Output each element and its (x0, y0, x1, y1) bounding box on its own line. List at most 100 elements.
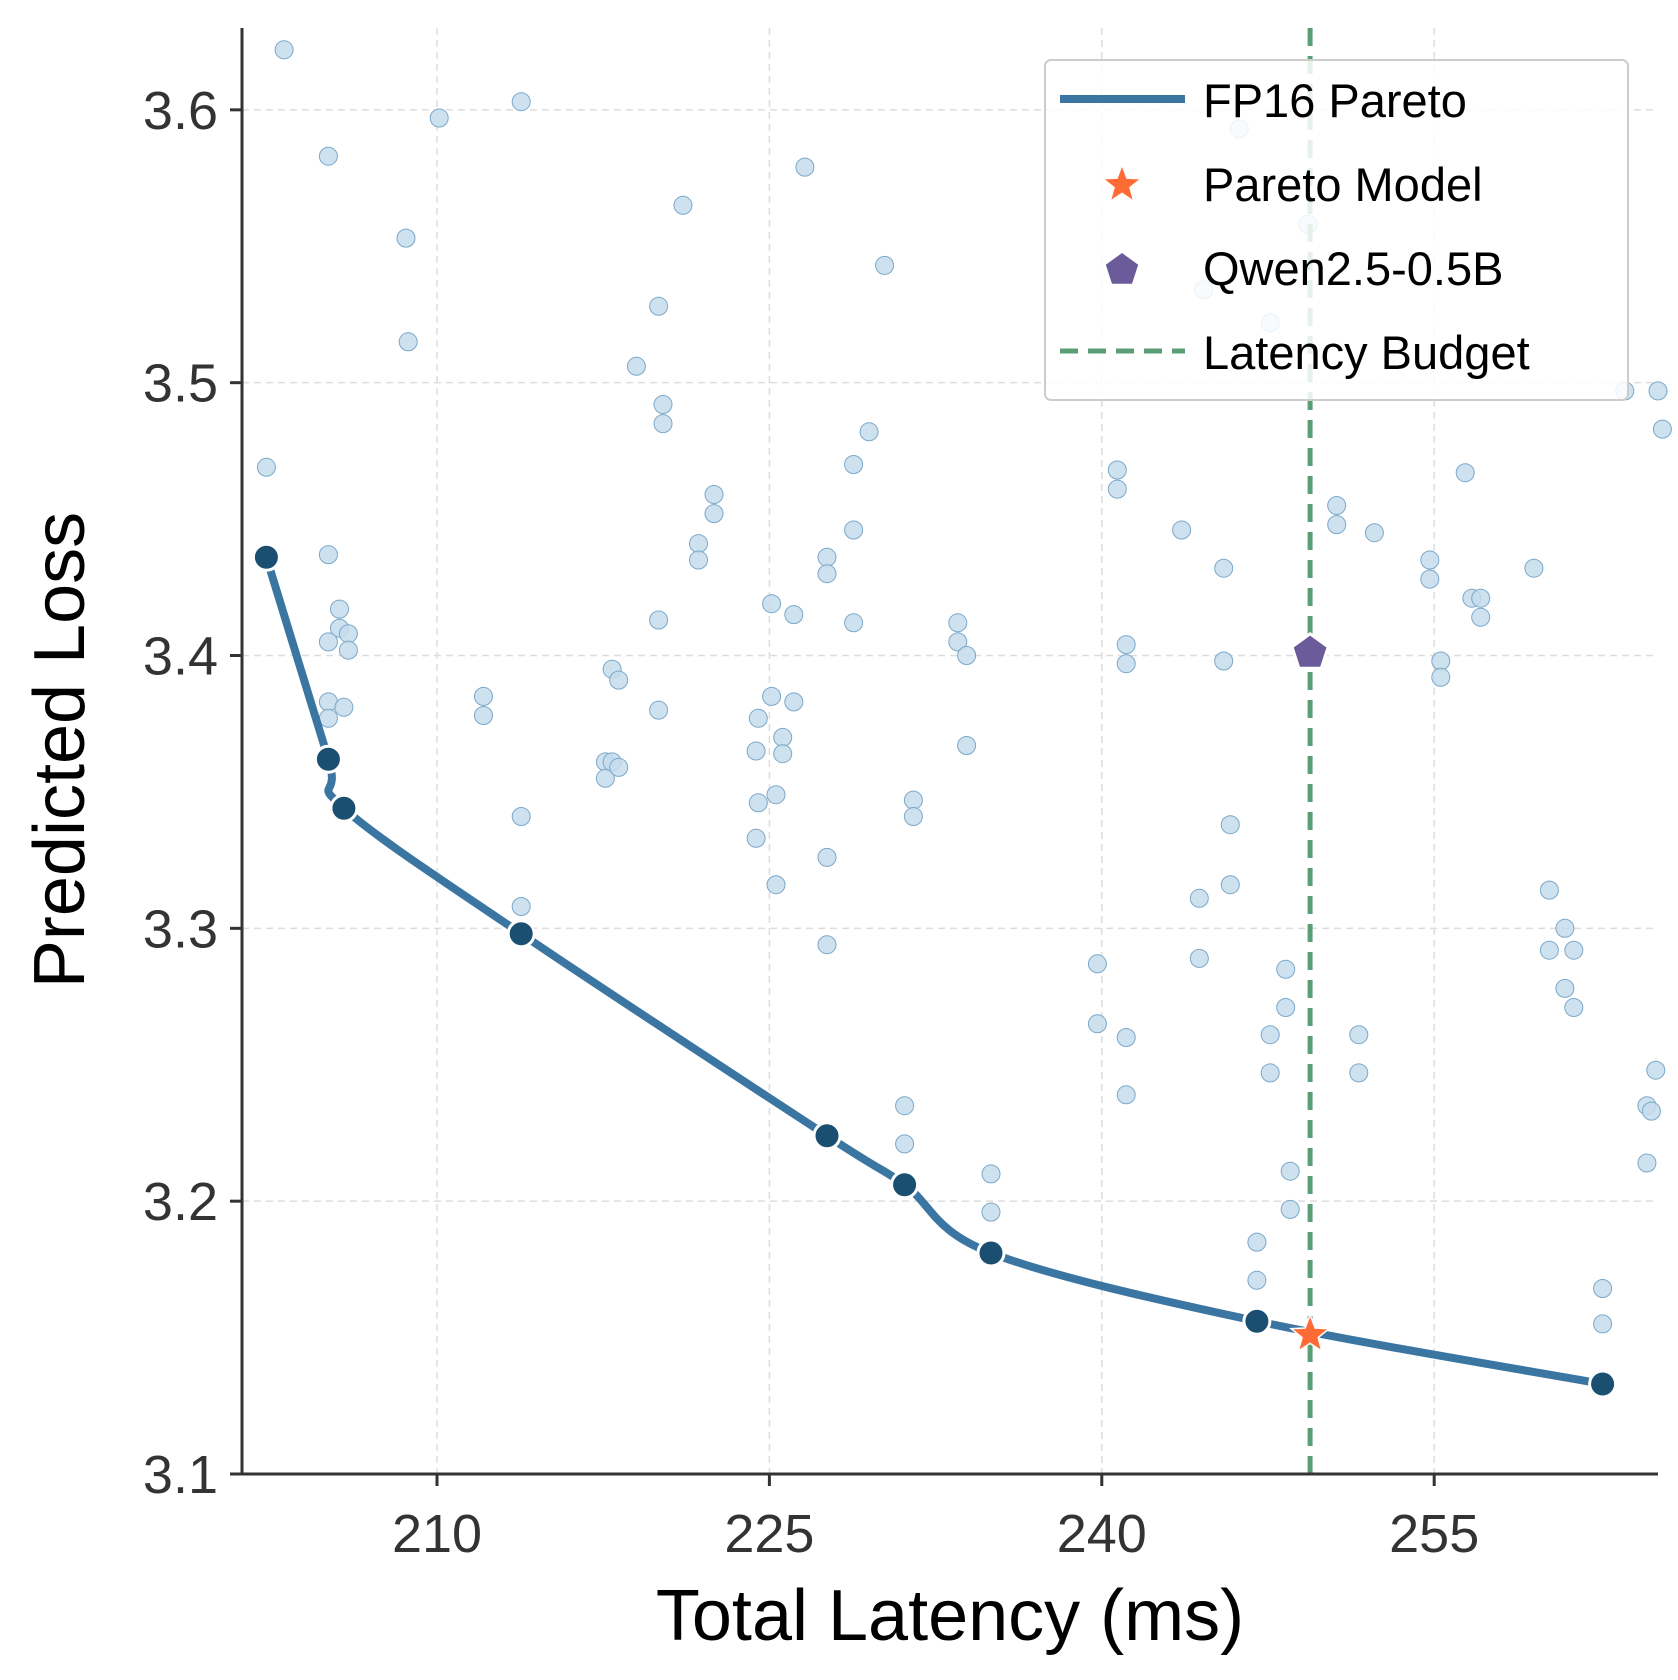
candidate-point (318, 545, 338, 565)
candidate-point (957, 646, 977, 665)
candidate-point (784, 605, 804, 625)
candidate-point (817, 564, 837, 584)
qwen-baseline-marker (1290, 631, 1330, 670)
pareto-point (313, 744, 343, 774)
pareto-point (890, 1170, 920, 1200)
candidate-point (1276, 998, 1296, 1017)
candidate-point (762, 686, 782, 706)
candidate-point (773, 744, 793, 764)
candidate-point (1327, 496, 1347, 515)
candidate-point (1214, 558, 1234, 578)
candidate-point (1116, 1085, 1136, 1105)
candidate-point (609, 670, 629, 690)
candidate-point (1087, 954, 1107, 974)
candidate-point (649, 700, 669, 720)
pareto-point (329, 793, 359, 823)
candidate-point (1107, 479, 1127, 499)
candidate-point (1564, 998, 1584, 1017)
candidate-point (817, 935, 837, 955)
candidate-point (1172, 520, 1192, 540)
candidate-point (1107, 460, 1127, 480)
x-tick-label: 225 (724, 1504, 814, 1564)
candidate-point (903, 807, 923, 826)
candidate-point (1637, 1153, 1657, 1173)
x-axis-title: Total Latency (ms) (656, 1576, 1244, 1656)
candidate-point (948, 613, 968, 633)
candidate-point (595, 768, 615, 788)
candidate-point (766, 875, 786, 895)
candidate-point (653, 414, 673, 434)
candidate-point (948, 632, 968, 652)
legend-star-icon (1104, 167, 1140, 200)
candidate-point (1593, 1279, 1613, 1298)
candidate-point (1471, 588, 1491, 608)
legend-pentagon-icon (1105, 253, 1139, 284)
candidate-point (748, 793, 768, 813)
candidate-point (1349, 1063, 1369, 1083)
candidate-point (398, 332, 418, 352)
candidate-point (1555, 918, 1575, 938)
candidate-point (844, 613, 864, 633)
candidate-point (330, 599, 349, 619)
candidate-point (784, 692, 804, 712)
candidate-point (1652, 419, 1672, 439)
candidate-point (1364, 523, 1384, 543)
x-tick-label: 210 (392, 1504, 482, 1564)
candidate-point (1524, 558, 1544, 578)
candidate-point (1455, 463, 1475, 483)
pareto-model-star (1289, 1312, 1332, 1353)
candidate-point (649, 610, 669, 630)
candidate-point (256, 457, 276, 477)
legend-label-fp16-pareto: FP16 Pareto (1203, 74, 1467, 127)
candidate-point (318, 146, 338, 166)
candidate-point (1280, 1161, 1300, 1181)
candidate-point (318, 632, 338, 652)
candidate-point (1641, 1101, 1661, 1121)
candidate-point (1539, 880, 1559, 900)
candidate-point (338, 624, 358, 644)
candidate-point (844, 520, 864, 540)
legend: FP16 Pareto Pareto Model Qwen2.5-0.5B La… (1044, 59, 1629, 401)
candidate-point (957, 736, 977, 755)
x-tick-label: 255 (1389, 1504, 1479, 1564)
pareto-point (812, 1121, 842, 1151)
candidate-point (1471, 607, 1491, 627)
candidate-point (511, 92, 531, 112)
candidate-point (762, 594, 782, 614)
candidate-point (1648, 381, 1668, 401)
legend-label-pareto-model: Pareto Model (1203, 158, 1483, 211)
candidate-point (1220, 875, 1240, 895)
candidate-point (1214, 651, 1234, 671)
candidate-point (609, 757, 629, 777)
candidate-point (1327, 515, 1347, 535)
candidate-point (981, 1202, 1001, 1222)
legend-box (1044, 59, 1629, 401)
candidate-point (689, 550, 708, 570)
pareto-point (506, 919, 536, 949)
candidate-point (1564, 940, 1584, 960)
candidate-point (704, 485, 724, 504)
candidate-point (1276, 959, 1296, 979)
candidate-point (1646, 1060, 1666, 1080)
legend-label-qwen: Qwen2.5-0.5B (1203, 242, 1503, 295)
candidate-point (1431, 667, 1451, 687)
candidate-point (1116, 1028, 1136, 1047)
candidate-point (1539, 940, 1559, 960)
candidate-point (689, 534, 708, 554)
candidate-point (653, 395, 673, 414)
y-tick-label: 3.6 (143, 81, 218, 141)
candidate-point (1247, 1270, 1267, 1290)
candidate-point (626, 356, 646, 376)
candidate-point (773, 727, 793, 747)
candidate-point (1247, 1232, 1267, 1252)
candidate-point (895, 1134, 915, 1154)
y-tick-label: 3.2 (143, 1172, 218, 1232)
y-tick-label: 3.4 (143, 627, 218, 687)
pareto-point (251, 542, 281, 572)
y-tick-label: 3.3 (143, 899, 218, 959)
candidate-point (673, 195, 693, 215)
candidate-point (1555, 978, 1575, 998)
candidate-point (511, 807, 531, 826)
candidate-point (1280, 1199, 1300, 1219)
